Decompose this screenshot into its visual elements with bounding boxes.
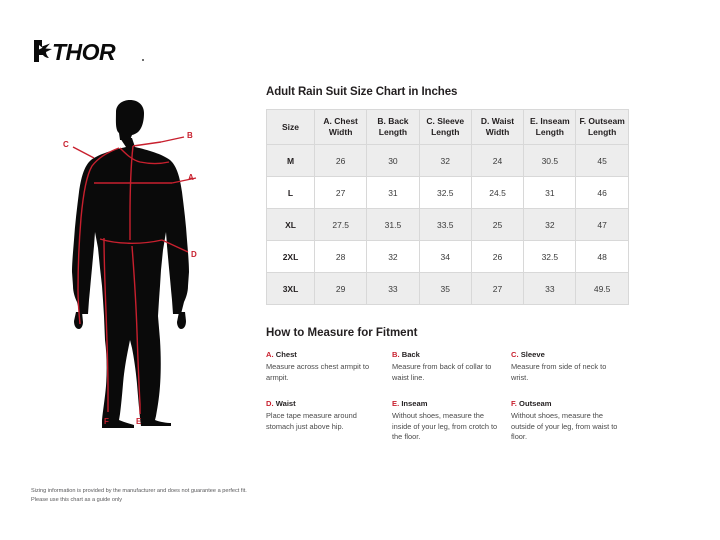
- callout-label-a: A: [188, 173, 194, 182]
- cell-size: XL: [266, 208, 315, 241]
- cell-back: 31: [366, 176, 420, 209]
- how-to-measure-title: How to Measure for Fitment: [266, 327, 418, 339]
- cell-waist: 27: [470, 272, 525, 305]
- cell-back: 30: [366, 144, 420, 177]
- cell-outseam: 49.5: [575, 272, 629, 305]
- measurement-figure: A B C D E F: [20, 100, 250, 430]
- cell-sleeve: 32.5: [418, 176, 472, 209]
- measure-label: Outseam: [519, 399, 552, 409]
- cell-inseam: 31: [523, 176, 577, 209]
- size-chart-table: Size A. Chest Width B. Back Length C. Sl…: [266, 109, 629, 305]
- column-header-inseam: E. Inseam Length: [523, 109, 577, 145]
- measure-item-outseam: F. Outseam Without shoes, measure the ou…: [511, 399, 628, 443]
- measure-item-sleeve: C. Sleeve Measure from side of neck to w…: [511, 350, 628, 383]
- cell-sleeve: 33.5: [418, 208, 472, 241]
- thor-logo: THOR: [30, 36, 150, 66]
- cell-waist: 24.5: [470, 176, 525, 209]
- measure-text: Place tape measure around stomach just a…: [266, 411, 357, 431]
- column-header-back: B. Back Length: [366, 109, 420, 145]
- measure-text: Measure from side of neck to wrist.: [511, 362, 607, 382]
- cell-chest: 26: [313, 144, 368, 177]
- chart-panel: Adult Rain Suit Size Chart in Inches Siz…: [266, 86, 629, 443]
- table-row: L 27 31 32.5 24.5 31 46: [266, 176, 629, 209]
- cell-outseam: 45: [575, 144, 629, 177]
- measure-label: Chest: [275, 350, 297, 359]
- measure-letter: D.: [266, 399, 274, 409]
- column-header-chest: A. Chest Width: [313, 109, 368, 145]
- cell-waist: 24: [470, 144, 525, 177]
- measure-text: Without shoes, measure the outside of yo…: [511, 411, 618, 442]
- cell-sleeve: 34: [418, 240, 472, 273]
- measure-item-inseam: E. Inseam Without shoes, measure the ins…: [392, 399, 511, 443]
- measure-heading: E. Inseam: [392, 399, 505, 408]
- how-to-measure-grid: A. Chest Measure across chest armpit to …: [266, 350, 628, 443]
- cell-chest: 28: [313, 240, 368, 273]
- callout-label-d: D: [191, 250, 197, 259]
- cell-size: 2XL: [266, 240, 315, 273]
- footer-disclaimer: Sizing information is provided by the ma…: [31, 487, 331, 504]
- measure-text: Measure from back of collar to waist lin…: [392, 362, 492, 382]
- table-row: M 26 30 32 24 30.5 45: [266, 144, 629, 177]
- callout-label-e: E: [136, 417, 142, 426]
- svg-text:THOR: THOR: [52, 39, 116, 65]
- measure-heading: C. Sleeve: [511, 350, 622, 359]
- column-header-outseam: F. Outseam Length: [575, 109, 629, 145]
- footer-line-2: Please use this chart as a guide only: [31, 496, 123, 503]
- cell-size: L: [266, 176, 315, 209]
- measure-label: Inseam: [401, 399, 428, 409]
- column-header-sleeve: C. Sleeve Length: [418, 109, 472, 145]
- measure-text: Measure across chest armpit to armpit.: [266, 362, 370, 382]
- cell-waist: 25: [470, 208, 525, 241]
- cell-inseam: 33: [523, 272, 577, 305]
- measure-label: Back: [401, 350, 420, 359]
- cell-size: M: [266, 144, 315, 177]
- callout-label-b: B: [187, 131, 193, 140]
- cell-inseam: 32: [523, 208, 577, 241]
- cell-outseam: 48: [575, 240, 629, 273]
- cell-waist: 26: [470, 240, 525, 273]
- thor-helmet-icon: [34, 40, 52, 62]
- chart-title: Adult Rain Suit Size Chart in Inches: [266, 86, 458, 98]
- cell-back: 32: [366, 240, 420, 273]
- table-row: XL 27.5 31.5 33.5 25 32 47: [266, 208, 629, 241]
- cell-inseam: 30.5: [523, 144, 577, 177]
- measure-item-back: B. Back Measure from back of collar to w…: [392, 350, 511, 383]
- measure-item-waist: D. Waist Place tape measure around stoma…: [266, 399, 392, 443]
- cell-outseam: 46: [575, 176, 629, 209]
- table-row: 3XL 29 33 35 27 33 49.5: [266, 272, 629, 305]
- measure-letter: C.: [511, 350, 519, 359]
- measure-letter: E.: [392, 399, 400, 409]
- cell-chest: 27.5: [313, 208, 368, 241]
- measure-text: Without shoes, measure the inside of you…: [392, 411, 498, 442]
- cell-outseam: 47: [575, 208, 629, 241]
- measure-heading: A. Chest: [266, 350, 386, 359]
- cell-inseam: 32.5: [523, 240, 577, 273]
- measure-letter: A.: [266, 350, 274, 359]
- cell-sleeve: 32: [418, 144, 472, 177]
- column-header-waist: D. Waist Width: [470, 109, 525, 145]
- cell-size: 3XL: [266, 272, 315, 305]
- body-silhouette: [72, 100, 189, 428]
- callout-label-f: F: [104, 417, 109, 426]
- cell-sleeve: 35: [418, 272, 472, 305]
- measure-label: Sleeve: [520, 350, 545, 359]
- measure-letter: B.: [392, 350, 400, 359]
- table-header-row: Size A. Chest Width B. Back Length C. Sl…: [266, 109, 629, 145]
- measure-item-chest: A. Chest Measure across chest armpit to …: [266, 350, 392, 383]
- measure-letter: F.: [511, 399, 517, 409]
- cell-chest: 29: [313, 272, 368, 305]
- measurement-lines: [72, 136, 197, 414]
- measure-heading: F. Outseam: [511, 399, 622, 408]
- column-header-size: Size: [266, 109, 315, 145]
- table-row: 2XL 28 32 34 26 32.5 48: [266, 240, 629, 273]
- callout-label-c: C: [63, 140, 69, 149]
- footer-line-1: Sizing information is provided by the ma…: [31, 488, 247, 494]
- measure-heading: D. Waist: [266, 399, 386, 408]
- cell-back: 31.5: [366, 208, 420, 241]
- cell-back: 33: [366, 272, 420, 305]
- measure-heading: B. Back: [392, 350, 505, 359]
- cell-chest: 27: [313, 176, 368, 209]
- measure-label: Waist: [275, 399, 296, 409]
